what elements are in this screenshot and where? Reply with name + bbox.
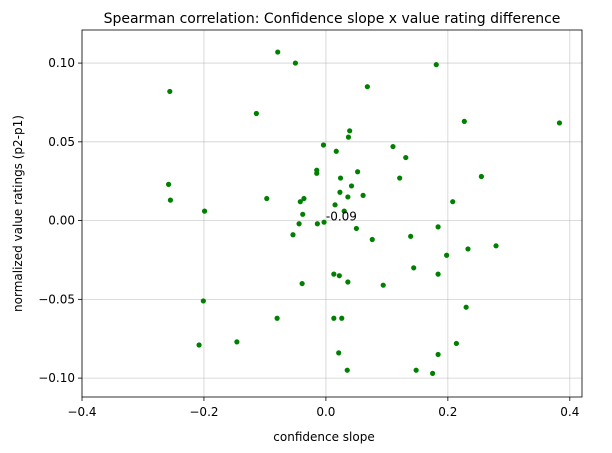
data-point — [345, 134, 352, 140]
data-point — [364, 84, 370, 90]
data-point — [333, 148, 339, 154]
data-point — [297, 199, 303, 205]
correlation-annotation: -0.09 — [326, 210, 357, 224]
data-point — [320, 142, 327, 148]
data-point — [344, 367, 350, 373]
x-tick-label: −0.4 — [67, 405, 96, 419]
data-point — [321, 219, 327, 225]
data-point — [336, 273, 342, 279]
x-axis-ticks: −0.4 −0.2 0.0 0.2 0.4 — [67, 397, 579, 419]
data-point — [167, 88, 173, 95]
data-point — [339, 315, 345, 321]
data-point — [493, 243, 499, 249]
data-point — [465, 246, 471, 252]
data-point — [234, 339, 240, 345]
x-axis-label: confidence slope — [273, 430, 374, 444]
data-point — [444, 252, 450, 258]
grid — [81, 30, 582, 397]
x-tick-label: 0.4 — [560, 405, 579, 419]
data-point — [433, 62, 439, 68]
data-point — [360, 192, 366, 198]
data-point — [397, 175, 403, 181]
data-point — [253, 110, 259, 117]
data-point — [299, 280, 305, 287]
data-point — [296, 221, 302, 227]
data-point — [403, 154, 409, 161]
data-point — [274, 315, 280, 321]
data-point — [337, 175, 344, 181]
data-point — [463, 304, 469, 310]
data-point — [331, 271, 337, 277]
data-point — [301, 195, 307, 202]
y-tick-label: −0.05 — [38, 292, 75, 306]
x-tick-label: −0.2 — [189, 405, 218, 419]
data-point — [200, 298, 206, 304]
data-point — [336, 350, 342, 356]
data-point — [380, 282, 386, 288]
data-point — [413, 367, 419, 373]
data-point — [314, 221, 320, 227]
data-point — [337, 189, 343, 195]
y-tick-label: 0.00 — [48, 214, 75, 228]
data-point — [300, 211, 306, 217]
data-point — [264, 195, 270, 202]
plot-frame — [81, 29, 583, 398]
data-point — [430, 370, 436, 376]
data-point — [332, 202, 338, 208]
data-point — [292, 60, 299, 66]
data-point — [345, 279, 351, 285]
data-point — [450, 199, 456, 205]
data-point — [275, 49, 281, 55]
data-point — [353, 225, 359, 232]
x-tick-label: 0.0 — [316, 405, 335, 419]
data-point — [290, 232, 296, 238]
data-point — [348, 183, 355, 189]
x-tick-label: 0.2 — [438, 405, 457, 419]
data-point — [453, 340, 459, 347]
data-point — [408, 233, 414, 239]
data-point — [347, 128, 353, 134]
data-point — [435, 271, 441, 277]
data-point — [341, 208, 347, 214]
data-point — [478, 173, 484, 180]
data-point — [201, 208, 208, 214]
y-tick-label: −0.10 — [38, 371, 75, 385]
data-points — [165, 49, 563, 376]
y-tick-label: 0.10 — [48, 56, 75, 70]
data-point — [167, 197, 174, 203]
data-point — [196, 342, 202, 348]
data-point — [461, 118, 467, 124]
data-point — [331, 315, 337, 321]
y-axis-label: normalized value ratings (p2-p1) — [11, 115, 25, 312]
y-axis-ticks: −0.10 −0.05 0.00 0.05 0.10 — [38, 56, 82, 385]
data-point — [165, 181, 172, 187]
data-point — [314, 170, 320, 176]
data-point — [556, 120, 563, 126]
data-point — [345, 194, 351, 200]
y-tick-label: 0.05 — [48, 135, 75, 149]
data-point — [435, 224, 441, 230]
data-point — [369, 236, 375, 243]
chart-title: Spearman correlation: Confidence slope x… — [104, 11, 561, 27]
data-point — [435, 351, 441, 358]
data-point — [355, 169, 361, 175]
data-point — [411, 265, 417, 271]
data-point — [390, 143, 396, 150]
